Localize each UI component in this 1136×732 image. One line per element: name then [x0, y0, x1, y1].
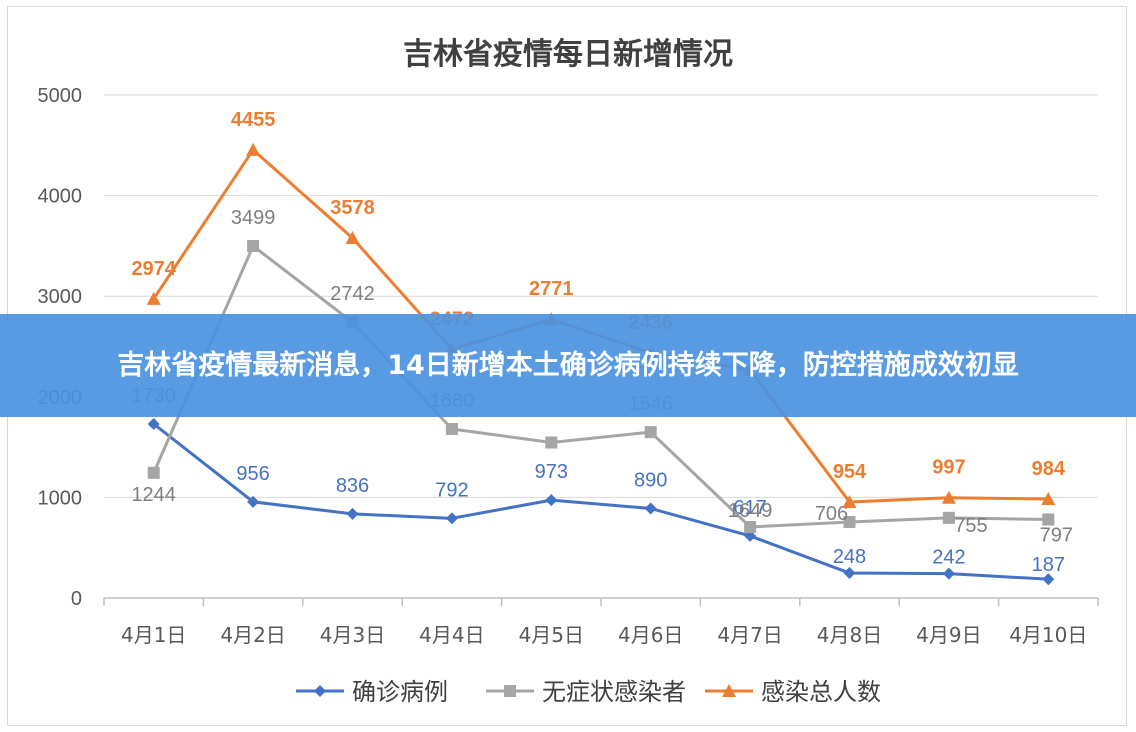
data-point — [644, 426, 657, 439]
data-label: 248 — [833, 546, 866, 568]
data-point — [346, 507, 359, 520]
data-point — [445, 422, 458, 435]
data-point — [147, 417, 160, 430]
series-1: 1730956836792973890617248242187 — [131, 385, 1065, 586]
data-point — [147, 466, 160, 479]
data-point — [146, 291, 161, 305]
x-tick-label: 4月9日 — [916, 623, 981, 647]
data-label: 3578 — [330, 197, 375, 219]
y-tick-label: 3000 — [38, 286, 83, 308]
series-line — [152, 244, 1049, 529]
x-tick-label: 4月7日 — [717, 623, 782, 647]
data-point — [942, 567, 955, 580]
data-label: 617 — [733, 497, 766, 519]
data-label: 797 — [1040, 525, 1073, 547]
data-label: 1649 — [728, 500, 773, 522]
data-label: 187 — [1032, 554, 1065, 576]
data-point — [1042, 573, 1055, 586]
data-label: 2771 — [529, 278, 574, 300]
x-tick-label: 4月8日 — [817, 623, 882, 647]
legend-item-3: 感染总人数 — [705, 678, 881, 706]
data-point — [545, 494, 558, 507]
y-tick-label: 1000 — [38, 487, 83, 509]
data-label: 956 — [236, 463, 269, 485]
data-label: 706 — [815, 503, 848, 525]
data-point — [1041, 492, 1056, 506]
x-tick-label: 4月6日 — [618, 623, 683, 647]
data-point — [644, 502, 657, 515]
legend-swatch-marker — [722, 684, 736, 697]
y-tick-label: 4000 — [38, 186, 83, 208]
legend-label: 确诊病例 — [352, 678, 448, 706]
data-point — [744, 520, 757, 533]
data-point — [545, 436, 558, 449]
data-label: 984 — [1032, 458, 1066, 480]
data-label: 973 — [535, 461, 568, 483]
data-label: 242 — [932, 547, 965, 569]
data-label: 755 — [954, 515, 987, 537]
legend-label: 感染总人数 — [761, 678, 881, 706]
legend-item-2: 无症状感染者 — [486, 678, 686, 706]
legend-swatch-marker — [504, 685, 516, 697]
legend-item-1: 确诊病例 — [296, 678, 448, 706]
data-point — [247, 240, 260, 253]
data-point — [942, 511, 955, 524]
headline-banner: 吉林省疫情最新消息，14日新增本土确诊病例持续下降，防控措施成效初显 — [0, 314, 1136, 417]
data-point — [843, 567, 856, 580]
data-label: 4455 — [231, 109, 276, 131]
y-tick-label: 5000 — [38, 85, 83, 107]
data-label: 890 — [634, 469, 667, 491]
data-point — [842, 495, 857, 509]
x-tick-label: 4月4日 — [419, 623, 484, 647]
data-point — [345, 231, 360, 245]
x-tick-label: 4月3日 — [320, 623, 385, 647]
data-label: 1244 — [131, 484, 176, 506]
data-point — [445, 512, 458, 525]
legend-swatch-marker — [314, 685, 326, 697]
legend-label: 无症状感染者 — [542, 678, 686, 706]
series-3: 297444553578247227712436954997984 — [131, 109, 1066, 509]
data-label: 2742 — [330, 283, 375, 305]
y-tick-label: 0 — [71, 588, 82, 610]
data-label: 997 — [932, 457, 965, 479]
data-label: 836 — [336, 475, 369, 497]
x-tick-label: 4月5日 — [519, 623, 584, 647]
x-tick-label: 4月2日 — [220, 623, 285, 647]
data-label: 3499 — [231, 207, 276, 229]
data-label: 2974 — [131, 258, 176, 280]
series-line — [152, 422, 1049, 581]
data-label: 792 — [435, 479, 468, 501]
data-point — [247, 495, 260, 508]
x-tick-label: 4月1日 — [121, 623, 186, 647]
data-label: 954 — [833, 461, 867, 483]
data-point — [941, 490, 956, 504]
headline-text: 吉林省疫情最新消息，14日新增本土确诊病例持续下降，防控措施成效初显 — [117, 349, 1019, 381]
data-point — [1042, 513, 1055, 526]
data-point — [246, 142, 261, 156]
data-point — [843, 516, 856, 529]
x-tick-label: 4月10日 — [1009, 623, 1087, 647]
chart-title: 吉林省疫情每日新增情况 — [403, 37, 733, 72]
